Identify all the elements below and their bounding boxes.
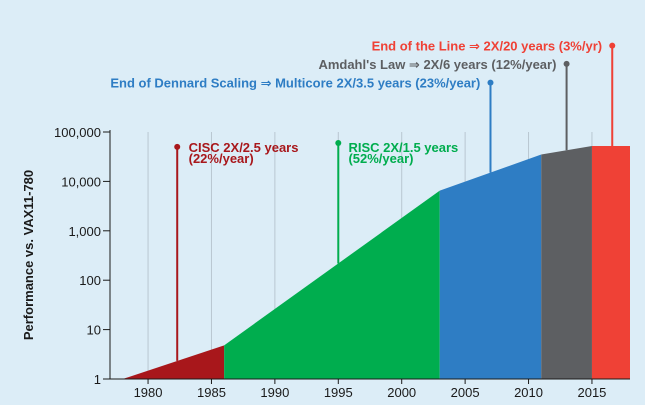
x-tick-label-1995: 1995	[324, 385, 353, 400]
annotation-label-end: End of the Line ⇒ 2X/20 years (3%/yr)	[372, 39, 603, 54]
y-tick-label-1: 1	[94, 372, 101, 387]
annotation-rate-risc: (52%/year)	[348, 151, 413, 166]
x-tick-label-2015: 2015	[577, 385, 606, 400]
annotation-rate-cisc: (22%/year)	[189, 151, 254, 166]
x-tick-label-1980: 1980	[134, 385, 163, 400]
x-tick-label-2005: 2005	[451, 385, 480, 400]
area-risc	[224, 190, 440, 379]
area-end	[591, 146, 630, 379]
area-amdahl	[541, 146, 592, 379]
series-areas	[122, 146, 630, 379]
y-tick-label-100,000: 100,000	[54, 125, 101, 140]
annotation-label-amdahl: Amdahl's Law ⇒ 2X/6 years (12%/year)	[318, 57, 556, 72]
annotation-label-multicore: End of Dennard Scaling ⇒ Multicore 2X/3.…	[110, 76, 480, 91]
y-tick-label-1,000: 1,000	[68, 224, 101, 239]
annotation-label-cisc: CISC 2X/2.5 years	[189, 140, 299, 155]
annotation-labels: CISC 2X/2.5 years(22%/year) RISC 2X/1.5 y…	[110, 39, 602, 166]
marker-dot-end	[609, 42, 616, 49]
y-axis-label: Performance vs. VAX11-780	[21, 170, 36, 340]
annotation-markers	[174, 42, 616, 361]
x-tick-label-2010: 2010	[514, 385, 543, 400]
marker-dot-cisc	[174, 143, 181, 150]
area-multicore	[439, 154, 542, 379]
marker-dot-amdahl	[563, 60, 570, 67]
marker-dot-risc	[335, 139, 342, 146]
x-tick-label-1990: 1990	[260, 385, 289, 400]
y-tick-label-10: 10	[87, 323, 101, 338]
axes: 1 10 100 1,000 10,000 100,000 1980 1985 1990 1995…	[54, 125, 630, 400]
area-cisc	[122, 345, 225, 379]
x-tick-label-2000: 2000	[387, 385, 416, 400]
annotation-label-risc: RISC 2X/1.5 years	[348, 140, 458, 155]
y-tick-label-100: 100	[79, 273, 101, 288]
marker-dot-multicore	[487, 79, 494, 86]
x-tick-label-1985: 1985	[197, 385, 226, 400]
y-tick-label-10,000: 10,000	[61, 174, 101, 189]
